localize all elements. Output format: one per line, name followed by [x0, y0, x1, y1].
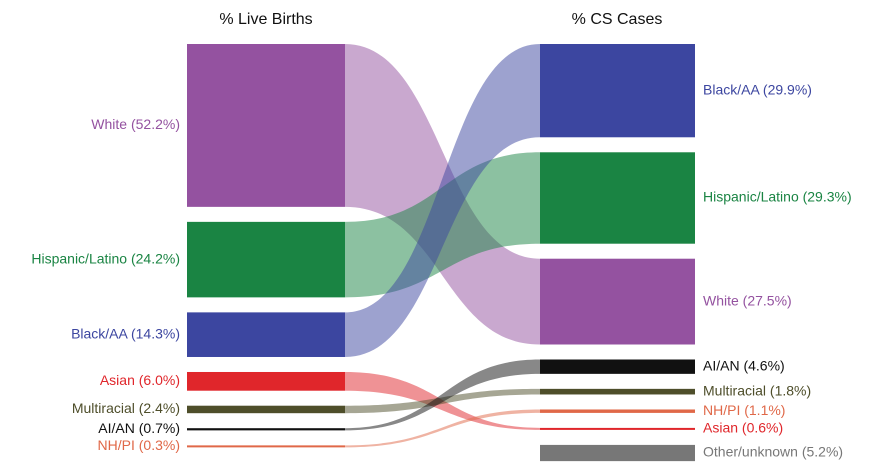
right-bar: [540, 152, 695, 244]
right-label: NH/PI (1.1%): [703, 402, 785, 418]
right-label: White (27.5%): [703, 292, 792, 308]
left-label: Black/AA (14.3%): [71, 325, 180, 341]
right-bar: [540, 258, 695, 345]
left-label: NH/PI (0.3%): [98, 437, 180, 453]
right-label: AI/AN (4.6%): [703, 357, 785, 373]
flows: [345, 44, 540, 448]
right-bar: [540, 388, 695, 395]
right-bar: [540, 427, 695, 430]
left-label: Hispanic/Latino (24.2%): [31, 250, 180, 266]
left-title: % Live Births: [219, 11, 312, 28]
right-label: Black/AA (29.9%): [703, 81, 812, 97]
left-label: AI/AN (0.7%): [98, 420, 180, 436]
left-label: Asian (6.0%): [100, 372, 180, 388]
left-label: Multiracial (2.4%): [72, 400, 180, 416]
left-bar: [187, 405, 345, 414]
left-bar: [187, 312, 345, 357]
right-title: % CS Cases: [572, 11, 663, 28]
flow: [345, 409, 540, 448]
left-label: White (52.2%): [91, 116, 180, 132]
right-label: Other/unknown (5.2%): [703, 444, 843, 460]
left-bar: [187, 428, 345, 431]
flow: [345, 359, 540, 431]
left-bar: [187, 44, 345, 207]
right-label: Multiracial (1.8%): [703, 382, 811, 398]
flow: [345, 44, 540, 357]
right-bar: [540, 444, 695, 462]
right-bar: [540, 409, 695, 413]
left-bar: [187, 371, 345, 391]
right-label: Asian (0.6%): [703, 420, 783, 436]
left-bar: [187, 221, 345, 298]
left-bar: [187, 445, 345, 448]
right-bar: [540, 44, 695, 138]
right-bar: [540, 359, 695, 374]
right-label: Hispanic/Latino (29.3%): [703, 189, 852, 205]
